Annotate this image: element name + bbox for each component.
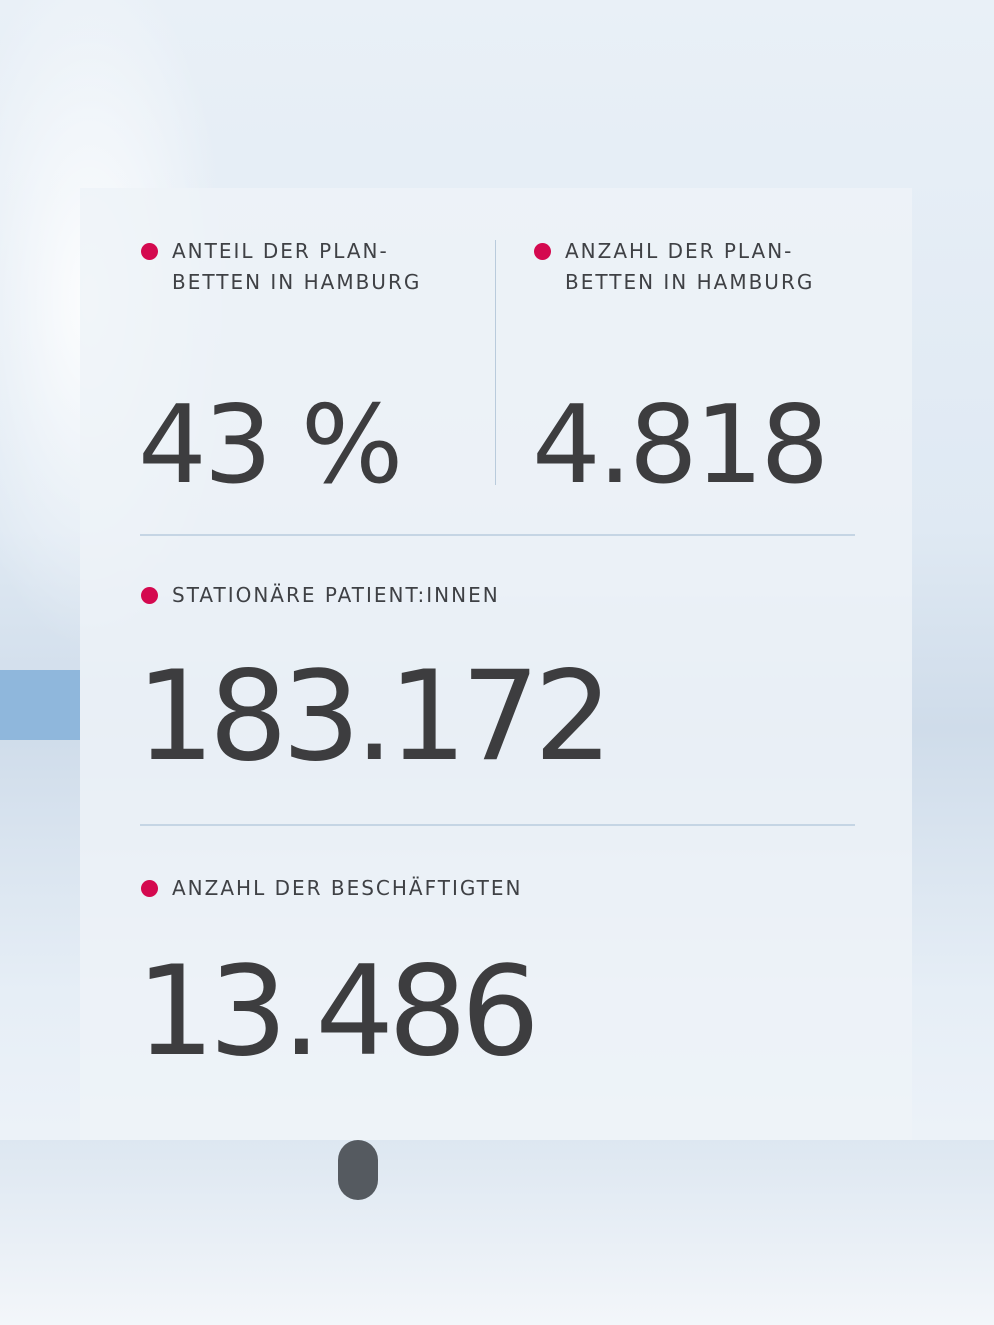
stat-value: 183.172 (136, 645, 613, 789)
stat-label: ANZAHL DER PLAN- BETTEN IN HAMBURG (565, 236, 814, 298)
stat-label: ANTEIL DER PLAN- BETTEN IN HAMBURG (172, 236, 421, 298)
label-line: ANZAHL DER PLAN- (565, 239, 794, 263)
bullet (141, 243, 158, 260)
stat-value: 13.486 (136, 940, 540, 1084)
bullet (141, 880, 158, 897)
label-line: STATIONÄRE PATIENT:INNEN (172, 583, 500, 607)
bullet (534, 243, 551, 260)
label-line: ANTEIL DER PLAN- (172, 239, 389, 263)
background-floor (0, 1140, 994, 1325)
stat-label: ANZAHL DER BESCHÄFTIGTEN (172, 873, 522, 904)
stat-value: 43 % (138, 383, 403, 508)
divider (140, 824, 855, 826)
divider (140, 534, 855, 536)
stat-label: STATIONÄRE PATIENT:INNEN (172, 580, 500, 611)
label-line: BETTEN IN HAMBURG (172, 270, 422, 294)
background-wheel (338, 1140, 378, 1200)
stats-card (80, 188, 912, 1140)
label-line: BETTEN IN HAMBURG (565, 270, 815, 294)
stat-value: 4.818 (532, 383, 829, 508)
label-line: ANZAHL DER BESCHÄFTIGTEN (172, 876, 523, 900)
bullet (141, 587, 158, 604)
background-bed (0, 670, 80, 740)
divider (495, 240, 496, 485)
